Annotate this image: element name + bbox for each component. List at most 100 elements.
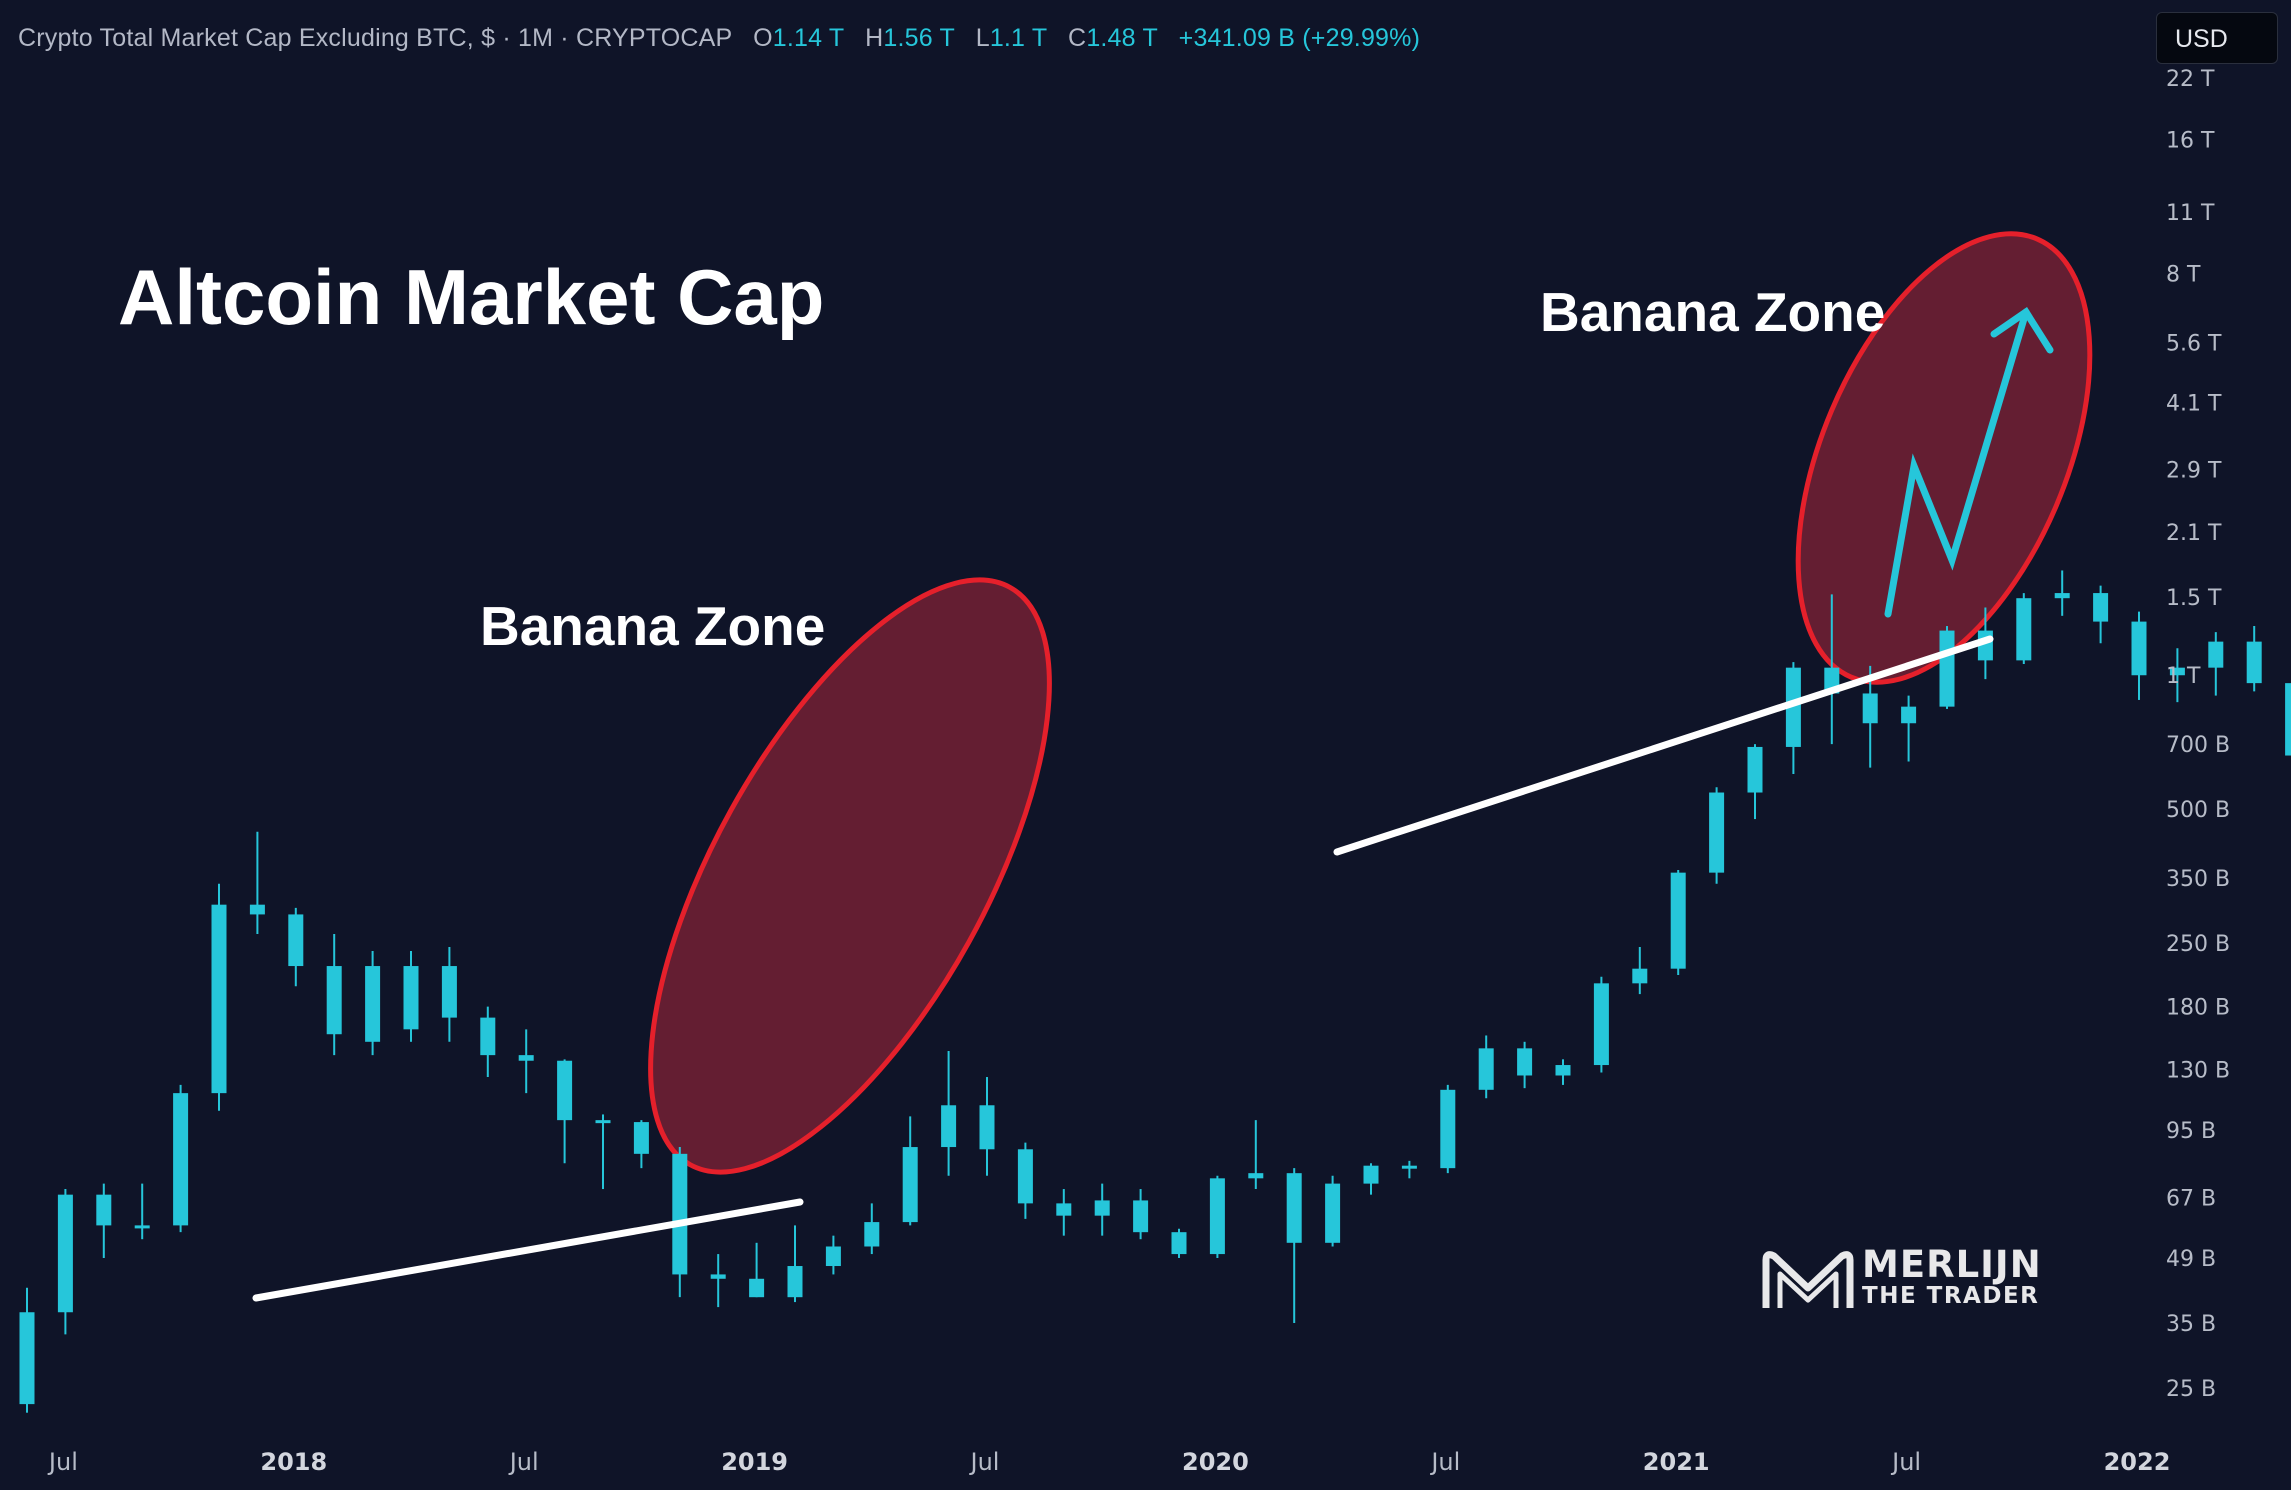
close-value: 1.48 T — [1086, 24, 1158, 52]
y-tick-label: 16 T — [2166, 129, 2215, 154]
close-label: C — [1068, 24, 1087, 52]
currency-button[interactable]: USD — [2156, 12, 2278, 64]
y-tick-label: 1 T — [2166, 664, 2201, 689]
candle-body — [1709, 792, 1725, 873]
y-tick-label: 250 B — [2166, 932, 2230, 957]
candle-body — [1171, 1232, 1187, 1255]
symbol-header: Crypto Total Market Cap Excluding BTC, $… — [18, 24, 1420, 53]
projection-path — [1884, 308, 2030, 618]
candle — [441, 947, 457, 1042]
x-tick-month: Jul — [1429, 1448, 1460, 1476]
y-tick-label: 67 B — [2166, 1187, 2216, 1212]
candle — [979, 1077, 995, 1176]
trendlines — [252, 635, 1994, 1302]
candle — [2246, 626, 2262, 692]
logo-line-1: MERLIJN — [1862, 1243, 2042, 1286]
candle-body — [1747, 746, 1763, 793]
candle — [1171, 1228, 1187, 1258]
x-tick-year: 2019 — [721, 1448, 788, 1476]
candle — [902, 1116, 918, 1226]
x-tick-year: 2021 — [1643, 1448, 1710, 1476]
merlijn-logo-text: MERLIJN THE TRADER — [1862, 1246, 2042, 1308]
high-value: 1.56 T — [883, 24, 955, 52]
banana-zone-ellipse-1 — [648, 577, 1052, 1175]
candle-body — [57, 1194, 73, 1313]
y-tick-label: 700 B — [2166, 733, 2230, 758]
candle-body — [2016, 598, 2032, 661]
merlijn-logo: MERLIJN THE TRADER — [1760, 1246, 2070, 1316]
candle-body — [787, 1266, 803, 1298]
candle — [710, 1254, 726, 1308]
candle-body — [1632, 968, 1648, 984]
candle — [749, 1242, 765, 1298]
candle — [326, 934, 342, 1056]
banana-zone-label-2: Banana Zone — [1540, 281, 1886, 343]
candle — [633, 1120, 649, 1169]
candle-body — [864, 1222, 880, 1247]
candle — [403, 950, 419, 1042]
candle-body — [1325, 1183, 1341, 1243]
candle-body — [518, 1055, 534, 1061]
candle-body — [2246, 641, 2262, 684]
candle — [941, 1051, 957, 1176]
candle — [288, 907, 304, 987]
candle — [825, 1235, 841, 1275]
candle — [2093, 585, 2109, 644]
candle — [1747, 744, 1763, 820]
candle — [2054, 570, 2070, 616]
candle-body — [2169, 667, 2185, 676]
y-tick-label: 500 B — [2166, 798, 2230, 823]
candle — [1017, 1142, 1033, 1219]
candle — [1133, 1189, 1149, 1240]
candle-body — [1478, 1048, 1494, 1090]
candle-body — [710, 1274, 726, 1279]
candle — [1440, 1084, 1456, 1174]
chart-annotation-title: Altcoin Market Cap — [118, 253, 825, 341]
candle — [1670, 869, 1686, 975]
candle — [1286, 1168, 1302, 1323]
candle-body — [403, 966, 419, 1030]
candle-body — [2093, 593, 2109, 622]
symbol-text: Crypto Total Market Cap Excluding BTC, $… — [18, 24, 732, 52]
candle — [557, 1059, 573, 1164]
candle-body — [96, 1194, 112, 1226]
candle-body — [1363, 1165, 1379, 1184]
projection-arrow — [1884, 307, 2054, 618]
candle-body — [19, 1312, 35, 1405]
candle-body — [441, 966, 457, 1018]
y-tick-label: 49 B — [2166, 1247, 2216, 1272]
candle — [57, 1189, 73, 1335]
candle — [1325, 1175, 1341, 1247]
candle-body — [2285, 683, 2291, 756]
candle — [480, 1006, 496, 1078]
candle-body — [1862, 693, 1878, 724]
candle — [2131, 611, 2147, 700]
candle — [134, 1183, 150, 1240]
candle-body — [1593, 983, 1609, 1066]
y-tick-label: 5.6 T — [2166, 331, 2222, 356]
candle-body — [480, 1017, 496, 1056]
y-tick-label: 350 B — [2166, 867, 2230, 892]
y-tick-label: 95 B — [2166, 1119, 2216, 1144]
high-label: H — [865, 24, 884, 52]
candle — [864, 1203, 880, 1255]
logo-line-2: THE TRADER — [1862, 1283, 2040, 1309]
candle-body — [211, 904, 227, 1094]
candle — [249, 831, 265, 935]
candle-body — [2208, 641, 2224, 668]
candle — [365, 950, 381, 1056]
candle-body — [249, 904, 265, 915]
x-axis: Jul2018Jul2019Jul2020Jul2021Jul2022Jul20… — [47, 1448, 2170, 1476]
banana-zone-label-1: Banana Zone — [480, 595, 826, 657]
candle-body — [326, 966, 342, 1035]
candle — [2208, 632, 2224, 696]
candle — [1709, 787, 1725, 884]
x-tick-month: Jul — [969, 1448, 1000, 1476]
y-tick-label: 130 B — [2166, 1058, 2230, 1083]
y-tick-label: 1.5 T — [2166, 586, 2222, 611]
candle — [595, 1114, 611, 1190]
y-tick-label: 25 B — [2166, 1377, 2216, 1402]
candle-body — [1670, 872, 1686, 969]
candle — [1785, 662, 1801, 774]
